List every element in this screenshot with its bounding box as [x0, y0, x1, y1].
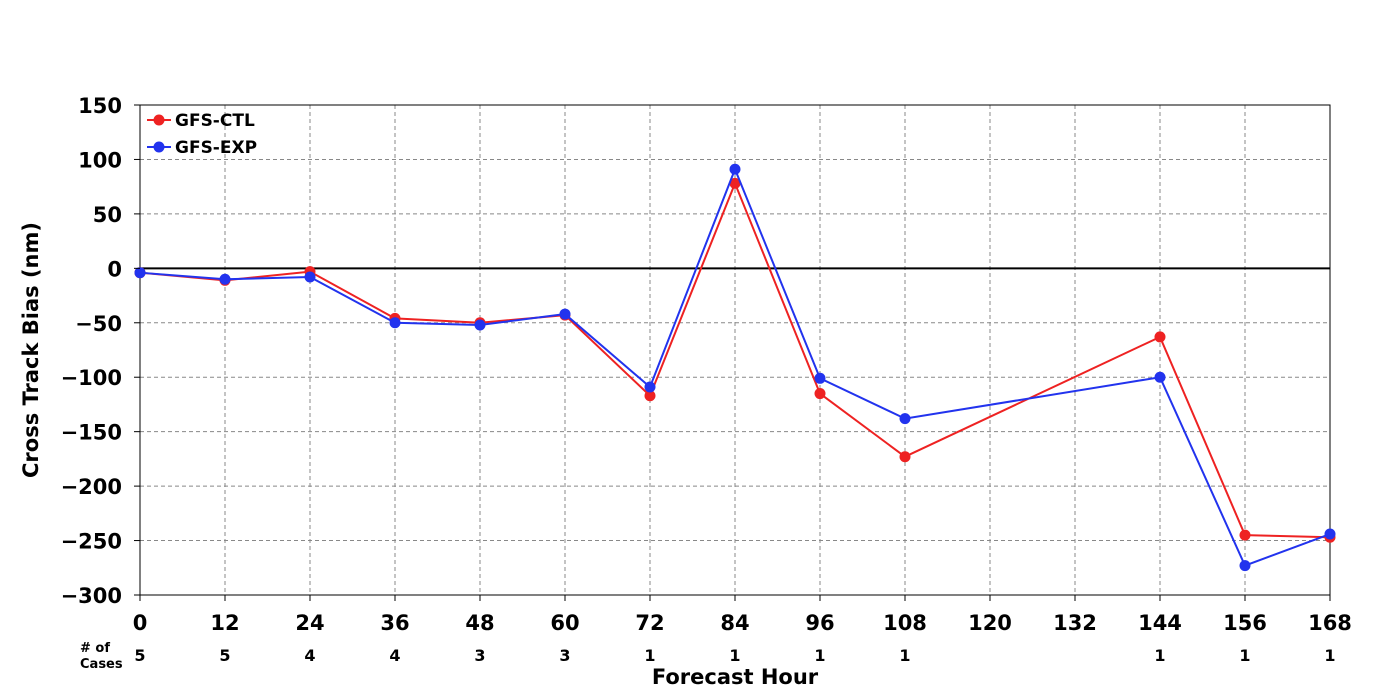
case-count: 1 [814, 646, 825, 665]
legend-marker [153, 114, 165, 126]
y-tick-label: 50 [93, 203, 122, 227]
data-point [899, 413, 911, 425]
x-tick-label: 12 [210, 611, 239, 635]
x-tick-label: 156 [1223, 611, 1267, 635]
data-point [304, 271, 316, 283]
case-count: 5 [219, 646, 230, 665]
data-point [559, 308, 571, 320]
data-point [899, 451, 911, 463]
case-count: 3 [559, 646, 570, 665]
data-point [814, 388, 826, 400]
case-count: 1 [729, 646, 740, 665]
x-tick-label: 0 [133, 611, 148, 635]
x-tick-label: 72 [635, 611, 664, 635]
legend: GFS-CTL GFS-EXP [147, 111, 257, 158]
data-point [474, 319, 486, 331]
x-tick-label: 36 [380, 611, 409, 635]
data-point [219, 273, 231, 285]
case-count: 1 [1154, 646, 1165, 665]
case-count: 1 [644, 646, 655, 665]
y-tick-label: 100 [78, 148, 122, 172]
series-gfs-exp [134, 163, 1336, 572]
data-point [644, 390, 656, 402]
data-point [814, 372, 826, 384]
case-count: 1 [899, 646, 910, 665]
x-tick-label: 48 [465, 611, 494, 635]
x-tick-label: 108 [883, 611, 927, 635]
x-tick-label: 60 [550, 611, 579, 635]
case-count: 1 [1324, 646, 1335, 665]
cases-label-line2: Cases [80, 657, 123, 672]
case-count: 3 [474, 646, 485, 665]
x-axis-title: Forecast Hour [652, 665, 819, 689]
data-point [1154, 371, 1166, 383]
legend-label: GFS-CTL [175, 111, 255, 131]
x-tick-label: 84 [720, 611, 749, 635]
case-count: 4 [304, 646, 315, 665]
x-tick-label: 24 [295, 611, 324, 635]
case-count: 5 [134, 646, 145, 665]
y-tick-label: 150 [78, 94, 122, 118]
x-axis: 0 12 24 36 48 60 72 84 96 108 120 132 144 156 168 [133, 595, 1352, 635]
legend-entry: GFS-EXP [147, 138, 257, 158]
y-tick-label: −100 [61, 366, 122, 390]
y-axis-title: Cross Track Bias (nm) [19, 222, 43, 478]
x-tick-label: 132 [1053, 611, 1097, 635]
case-count: 1 [1239, 646, 1250, 665]
legend-entry: GFS-CTL [147, 111, 255, 131]
y-axis: 150 100 50 0 −50 −100 −150 −200 −250 −300 [61, 94, 140, 608]
data-point [1239, 560, 1251, 572]
grid-lines [140, 105, 1330, 595]
y-tick-label: −200 [61, 475, 122, 499]
x-tick-label: 120 [968, 611, 1012, 635]
case-count: 4 [389, 646, 400, 665]
x-tick-label: 168 [1308, 611, 1352, 635]
y-tick-label: −250 [61, 530, 122, 554]
y-tick-label: 0 [107, 257, 122, 281]
cases-label-line1: # of [80, 641, 110, 656]
data-point [729, 177, 741, 189]
legend-marker [153, 141, 165, 153]
x-tick-label: 96 [805, 611, 834, 635]
series-layer [134, 163, 1336, 572]
legend-label: GFS-EXP [175, 138, 257, 158]
y-tick-label: −300 [61, 584, 122, 608]
data-point [134, 267, 146, 279]
data-point [389, 317, 401, 329]
data-point [1154, 331, 1166, 343]
y-tick-label: −50 [75, 312, 122, 336]
data-point [729, 163, 741, 175]
y-tick-label: −150 [61, 421, 122, 445]
x-tick-label: 144 [1138, 611, 1182, 635]
case-count-row: # of Cases 5 5 4 4 3 3 1 1 1 1 1 1 1 [80, 641, 1336, 672]
data-point [1324, 528, 1336, 540]
data-point [1239, 529, 1251, 541]
data-point [644, 381, 656, 393]
